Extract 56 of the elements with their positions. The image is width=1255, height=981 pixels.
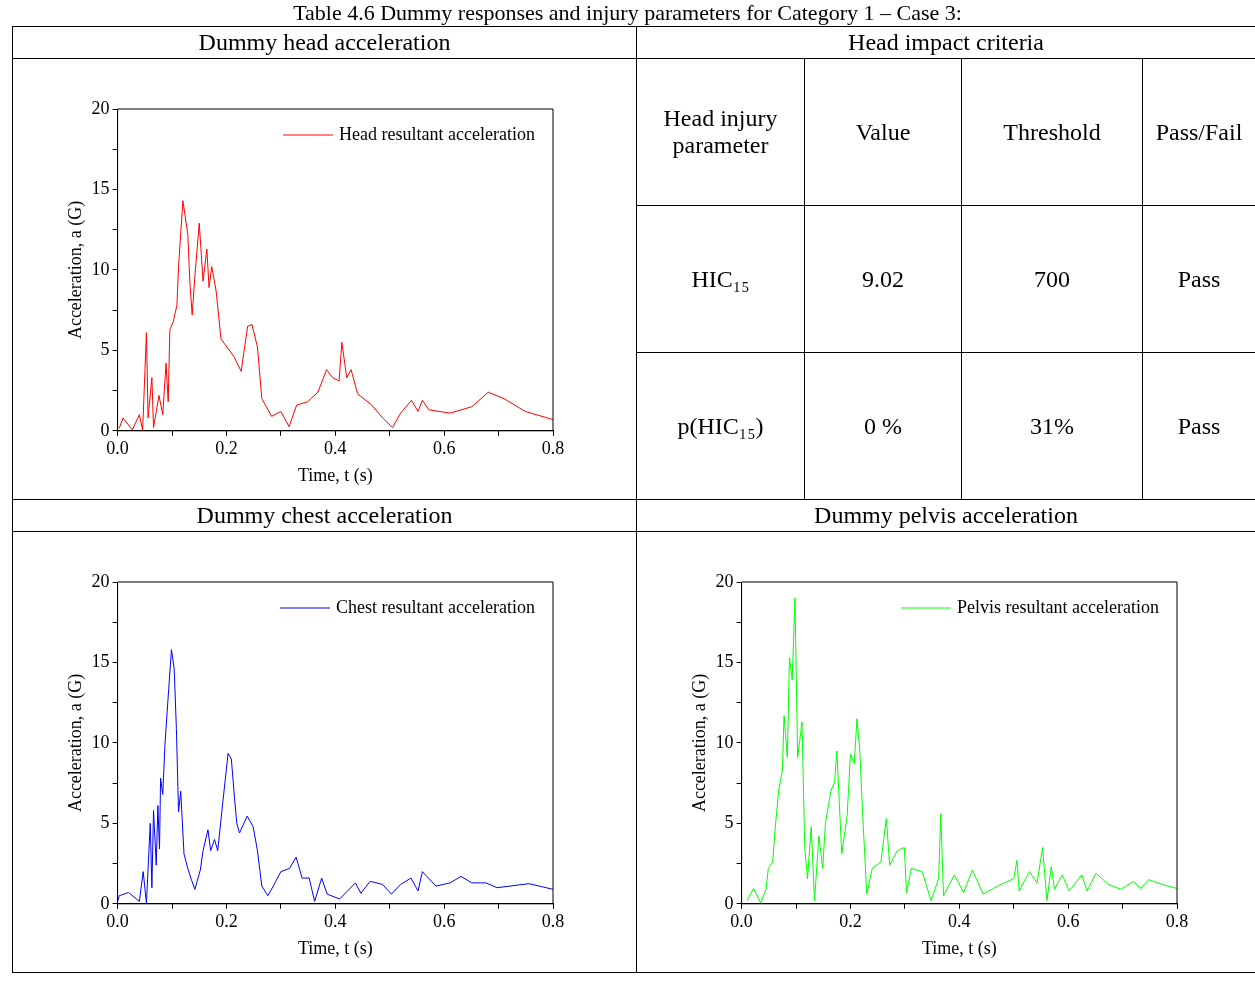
y-tick-label: 15 [91, 651, 110, 672]
x-tick-label: 0.6 [432, 911, 456, 932]
x-tick-label: 0.2 [839, 911, 862, 932]
text: 9.02 [805, 206, 962, 352]
x-tick-label: 0.6 [1056, 911, 1080, 932]
legend-label: Chest resultant acceleration [336, 596, 536, 617]
y-tick-label: 0 [100, 419, 110, 440]
text: Value [805, 59, 962, 205]
x-tick-label: 0.2 [215, 438, 238, 459]
x-tick-label: 0.4 [324, 438, 347, 459]
text: Head impact criteria [637, 27, 1255, 59]
legend-label: Head resultant acceleration [339, 123, 535, 144]
text: Head injury parameter [637, 59, 805, 205]
text: Pass [1176, 411, 1222, 441]
text: 31% [962, 353, 1143, 499]
x-tick-label: 0.0 [106, 438, 129, 459]
chart-title: Dummy chest acceleration [13, 500, 636, 532]
y-axis-title: Acceleration, a (G) [64, 673, 86, 813]
y-tick-label: 10 [91, 258, 110, 279]
y-tick-label: 10 [91, 731, 110, 752]
x-axis-title: Time, t (s) [921, 937, 997, 959]
x-tick-label: 0.0 [106, 911, 129, 932]
y-tick-label: 5 [100, 812, 110, 833]
y-tick-label: 10 [715, 731, 734, 752]
chart-title: Dummy pelvis acceleration [637, 500, 1255, 532]
x-axis-title: Time, t (s) [297, 937, 373, 959]
x-tick-label: 0.8 [1165, 911, 1189, 932]
x-tick-label: 0.2 [215, 911, 238, 932]
y-tick-label: 20 [715, 570, 734, 591]
text: 0 % [805, 353, 962, 499]
y-tick-label: 0 [100, 892, 110, 913]
text: Threshold [962, 59, 1143, 205]
y-axis-title: Acceleration, a (G) [64, 200, 86, 340]
y-axis-title: Acceleration, a (G) [688, 673, 710, 813]
y-tick-label: 5 [100, 339, 110, 360]
x-tick-label: 0.8 [541, 911, 565, 932]
x-axis-title: Time, t (s) [297, 464, 373, 486]
x-tick-label: 0.8 [541, 438, 565, 459]
y-tick-label: 0 [724, 892, 734, 913]
text: 700 [962, 206, 1143, 352]
x-tick-label: 0.0 [730, 911, 753, 932]
y-tick-label: 5 [724, 812, 734, 833]
legend-label: Pelvis resultant acceleration [957, 596, 1159, 617]
text: Table 4.6 Dummy responses and injury parameters for Category 1 – Case 3: [292, 0, 963, 26]
x-tick-label: 0.4 [948, 911, 971, 932]
text: HIC₁₅ [637, 206, 805, 352]
y-tick-label: 20 [91, 570, 110, 591]
chart-title: Dummy head acceleration [13, 27, 636, 59]
text: Pass [1176, 264, 1222, 294]
y-tick-label: 20 [91, 97, 110, 118]
y-tick-label: 15 [91, 178, 110, 199]
text: p(HIC₁₅) [637, 353, 805, 499]
x-tick-label: 0.6 [432, 438, 456, 459]
x-tick-label: 0.4 [324, 911, 347, 932]
text: Pass/Fail [1154, 117, 1244, 147]
y-tick-label: 15 [715, 651, 734, 672]
